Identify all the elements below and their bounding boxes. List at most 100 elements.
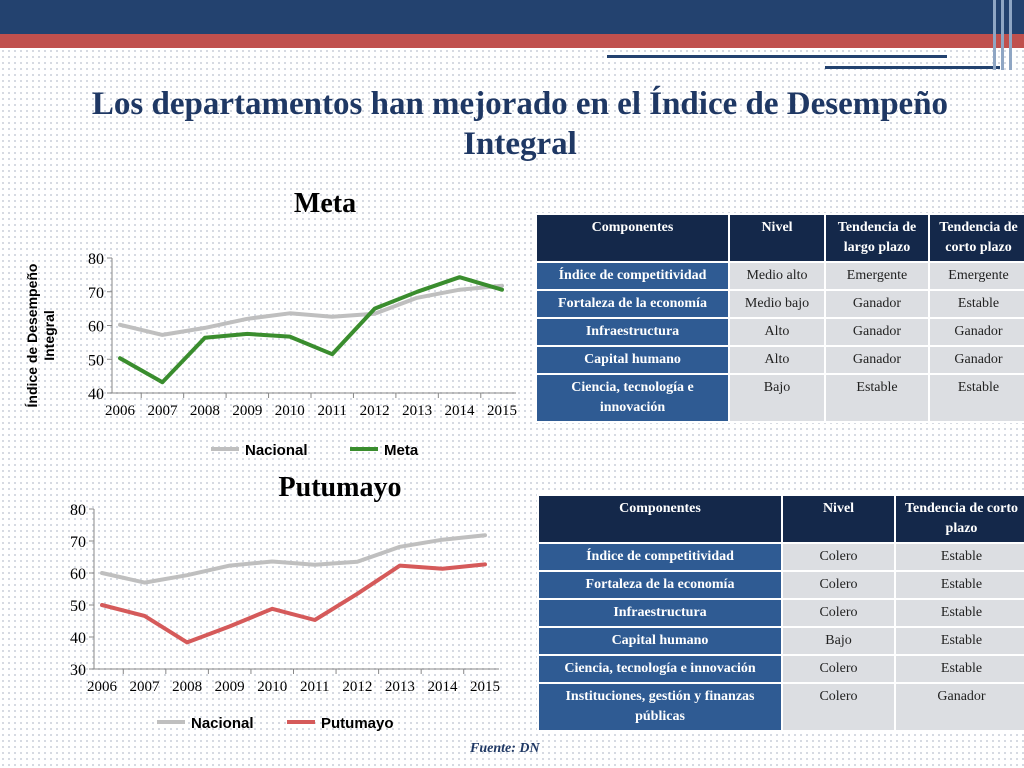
- table-row: Capital humano Bajo Estable: [537, 626, 1024, 656]
- y-tick-label: 70: [70, 534, 86, 551]
- value-cell: Colero: [781, 570, 896, 600]
- value-cell: Bajo: [781, 626, 896, 656]
- value-cell: Estable: [928, 373, 1024, 423]
- decorative-line: [825, 66, 1000, 69]
- value-cell: Emergente: [824, 261, 930, 291]
- legend-label: Nacional: [191, 715, 254, 732]
- column-header: Tendencia de corto plazo: [894, 494, 1024, 544]
- table-header-row: Componentes Nivel Tendencia de largo plazo…: [535, 213, 1024, 263]
- chart-title-meta: Meta: [293, 188, 357, 219]
- table-row: Infraestructura Colero Estable: [537, 598, 1024, 628]
- value-cell: Estable: [894, 542, 1024, 572]
- row-label-cell: Infraestructura: [535, 317, 730, 347]
- header-band: [0, 0, 1024, 34]
- header-accent-band: [0, 34, 1024, 48]
- series-line-nacional: [118, 283, 504, 337]
- table-row: Fortaleza de la economía Colero Estable: [537, 570, 1024, 600]
- decorative-line: [607, 55, 947, 58]
- chart-meta: 40 50 60 70 80 2006 2007 2008 2009 2010 2011 2012 20…: [24, 251, 517, 459]
- value-cell: Alto: [728, 345, 826, 375]
- x-tick-label: 2013: [402, 403, 432, 419]
- y-axis-title-line: Índice de Desempeño: [24, 264, 40, 408]
- legend-label: Nacional: [245, 442, 308, 459]
- y-tick-label: 50: [70, 598, 86, 615]
- value-cell: Colero: [781, 654, 896, 684]
- value-cell: Ganador: [928, 345, 1024, 375]
- table-row: Infraestructura Alto Ganador Ganador: [535, 317, 1024, 347]
- decorative-stripe: [1009, 0, 1012, 70]
- column-header: Nivel: [781, 494, 896, 544]
- y-tick-label: 70: [88, 285, 104, 302]
- table-header-row: Componentes Nivel Tendencia de corto plazo: [537, 494, 1024, 544]
- value-cell: Colero: [781, 682, 896, 732]
- x-tick-label: 2008: [190, 403, 220, 419]
- series-line-nacional: [100, 533, 487, 585]
- slide-title: Los departamentos han mejorado en el Índ…: [91, 86, 949, 162]
- value-cell: Estable: [928, 289, 1024, 319]
- row-label-cell: Fortaleza de la economía: [537, 570, 783, 600]
- table-row: Fortaleza de la economía Medio bajo Ganado…: [535, 289, 1024, 319]
- y-tick-label: 30: [70, 662, 86, 679]
- value-cell: Colero: [781, 598, 896, 628]
- x-tick-label: 2015: [487, 403, 517, 419]
- value-cell: Medio bajo: [728, 289, 826, 319]
- row-label-cell: Capital humano: [537, 626, 783, 656]
- row-label-cell: Infraestructura: [537, 598, 783, 628]
- x-tick-label: 2014: [445, 403, 476, 419]
- y-tick-label: 60: [88, 319, 104, 336]
- value-cell: Ganador: [824, 317, 930, 347]
- x-tick-label: 2006: [87, 679, 118, 695]
- value-cell: Ganador: [824, 289, 930, 319]
- row-label-cell: Ciencia, tecnología e innovación: [535, 373, 730, 423]
- row-label-cell: Instituciones, gestión y finanzas públic…: [537, 682, 783, 732]
- x-tick-label: 2009: [232, 403, 262, 419]
- row-label-cell: Ciencia, tecnología e innovación: [537, 654, 783, 684]
- value-cell: Medio alto: [728, 261, 826, 291]
- value-cell: Bajo: [728, 373, 826, 423]
- y-axis-title: Índice de Desempeño Integral: [24, 264, 57, 408]
- column-header: Tendencia de largo plazo: [824, 213, 930, 263]
- x-tick-label: 2010: [257, 679, 287, 695]
- table-row: Capital humano Alto Ganador Ganador: [535, 345, 1024, 375]
- x-tick-label: 2012: [342, 679, 372, 695]
- series-line-putumayo: [100, 562, 487, 645]
- chart-title-putumayo: Putumayo: [278, 472, 402, 503]
- x-tick-label: 2014: [427, 679, 458, 695]
- chart-putumayo: 30 40 50 60 70 80 2006 2007 2008 2009 2010 2011 2012…: [70, 502, 500, 732]
- y-tick-label: 40: [70, 630, 86, 647]
- y-tick-label: 40: [88, 386, 104, 403]
- components-table-putumayo: Componentes Nivel Tendencia de corto plazo…: [537, 494, 1024, 732]
- decorative-stripe: [993, 0, 996, 70]
- row-label-cell: Capital humano: [535, 345, 730, 375]
- column-header: Componentes: [535, 213, 730, 263]
- x-tick-label: 2007: [147, 403, 178, 419]
- value-cell: Ganador: [894, 682, 1024, 732]
- table-row: Índice de competitividad Medio alto Emerge…: [535, 261, 1024, 291]
- value-cell: Estable: [894, 654, 1024, 684]
- x-tick-label: 2006: [105, 403, 136, 419]
- value-cell: Estable: [894, 570, 1024, 600]
- column-header: Tendencia de corto plazo: [928, 213, 1024, 263]
- value-cell: Estable: [894, 626, 1024, 656]
- value-cell: Colero: [781, 542, 896, 572]
- x-tick-label: 2008: [172, 679, 202, 695]
- column-header: Componentes: [537, 494, 783, 544]
- decorative-stripe: [1001, 0, 1004, 70]
- x-tick-label: 2009: [215, 679, 245, 695]
- value-cell: Alto: [728, 317, 826, 347]
- x-tick-label: 2011: [317, 403, 346, 419]
- y-tick-label: 60: [70, 566, 86, 583]
- components-table-meta: Componentes Nivel Tendencia de largo plazo…: [535, 213, 1024, 423]
- value-cell: Emergente: [928, 261, 1024, 291]
- x-tick-label: 2010: [275, 403, 305, 419]
- x-tick-label: 2015: [470, 679, 500, 695]
- row-label-cell: Índice de competitividad: [535, 261, 730, 291]
- table-row: Índice de competitividad Colero Estable: [537, 542, 1024, 572]
- x-tick-label: 2007: [130, 679, 161, 695]
- value-cell: Ganador: [928, 317, 1024, 347]
- table-row: Ciencia, tecnología e innovación Colero Es…: [537, 654, 1024, 684]
- y-tick-label: 80: [70, 502, 86, 519]
- table-row: Ciencia, tecnología e innovación Bajo Esta…: [535, 373, 1024, 423]
- legend-label: Meta: [384, 442, 419, 459]
- x-tick-label: 2012: [360, 403, 390, 419]
